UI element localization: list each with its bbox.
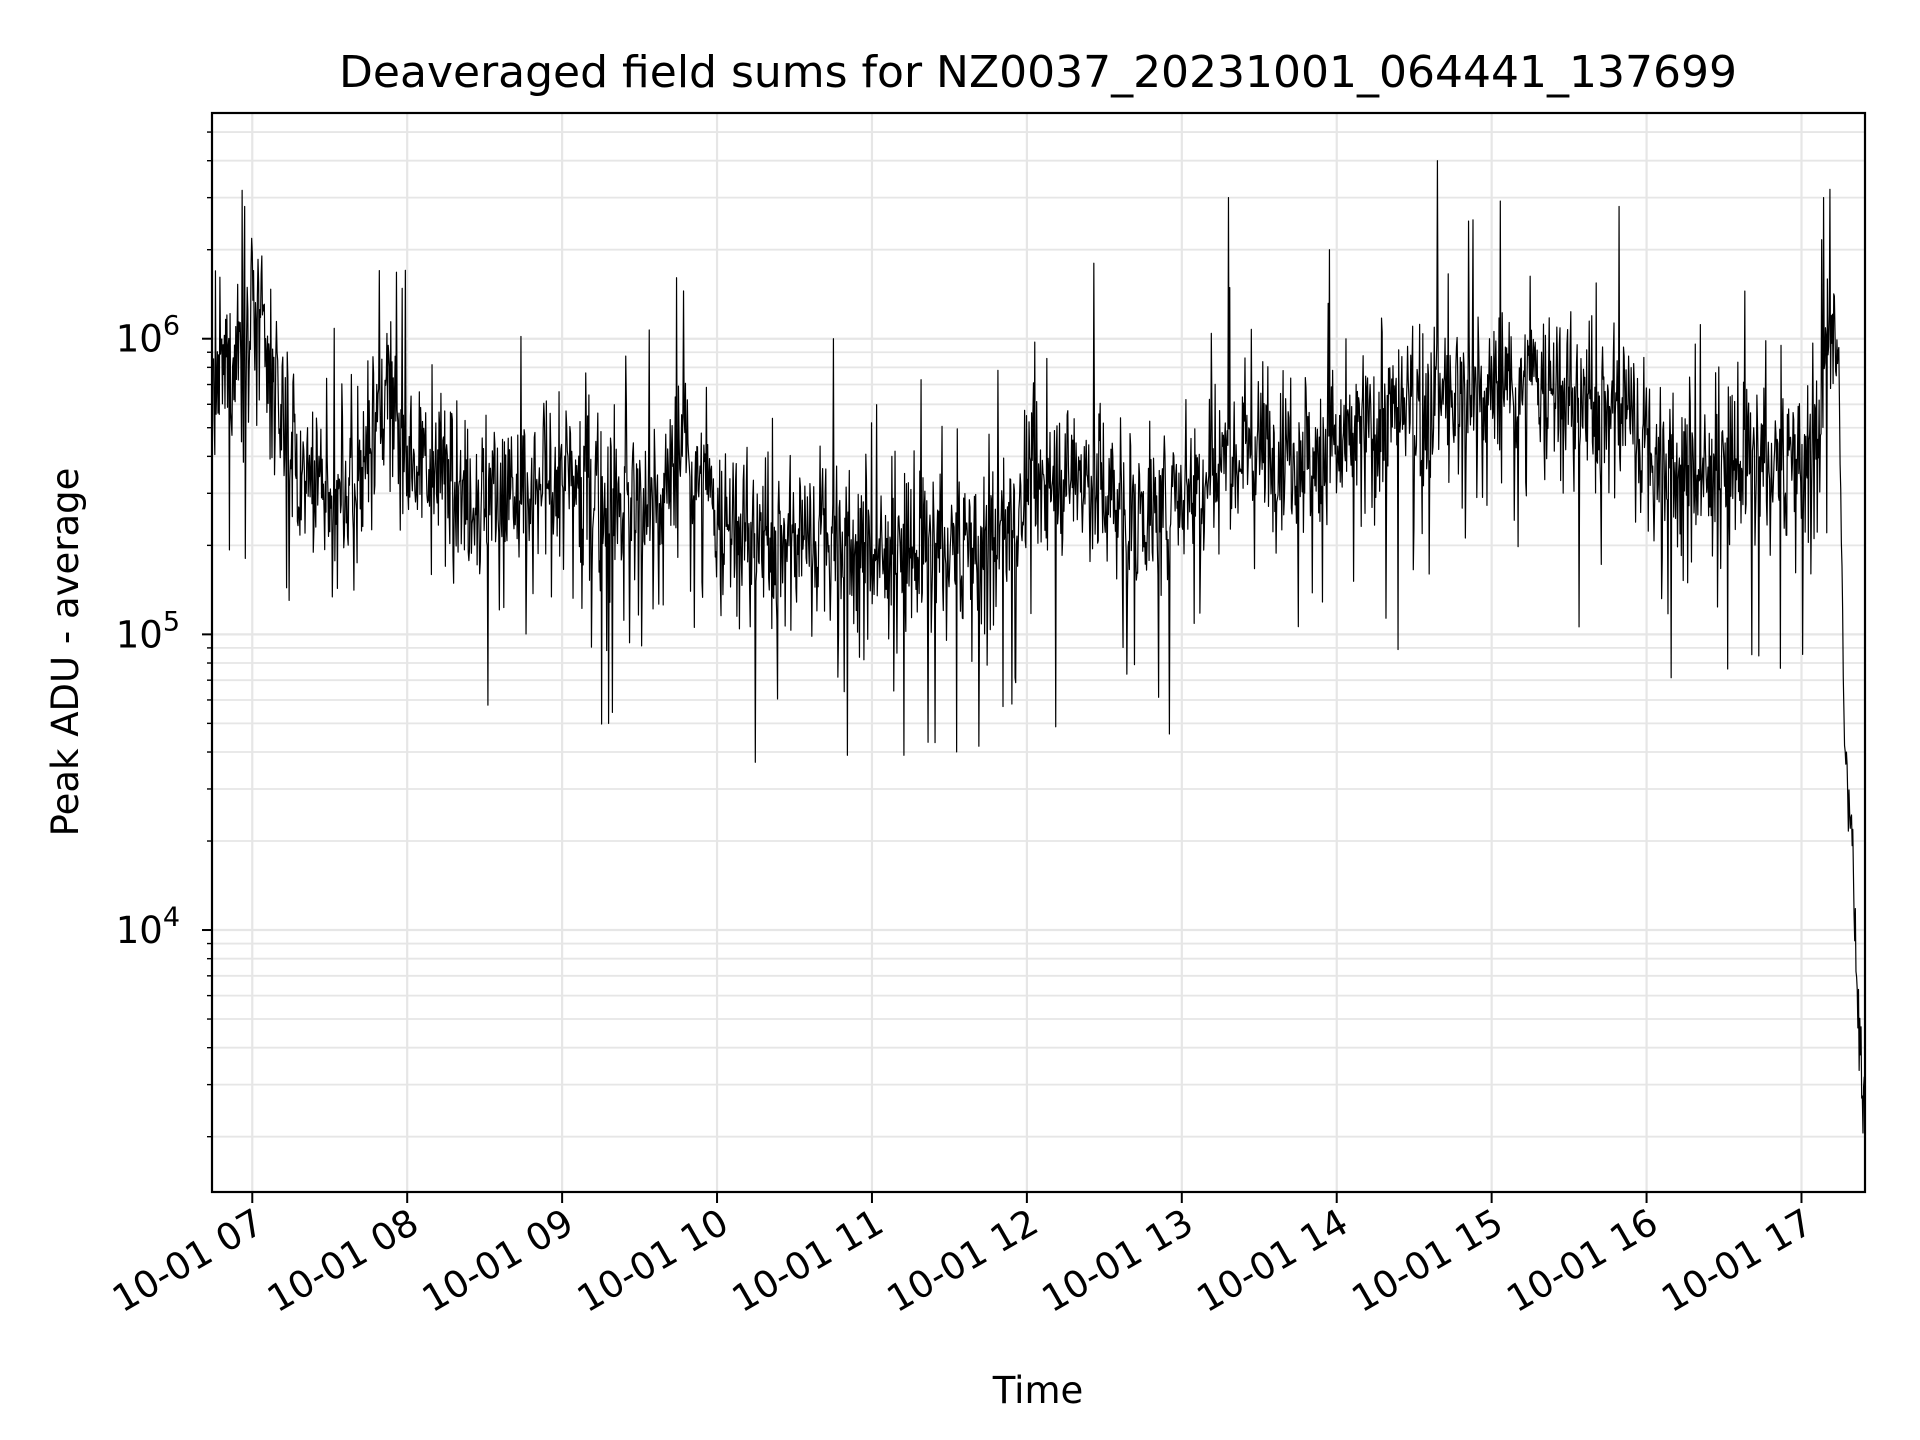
y-tick-label: 104 [116, 902, 180, 952]
chart-title: Deaveraged field sums for NZ0037_2023100… [339, 47, 1737, 98]
y-tick-label-exponent: 6 [163, 311, 180, 342]
y-tick-label: 105 [116, 606, 180, 656]
y-tick-label-exponent: 5 [163, 606, 180, 637]
x-axis-label: Time [992, 1369, 1084, 1412]
y-tick-label-base: 10 [116, 318, 163, 361]
y-tick-label-base: 10 [116, 613, 163, 656]
series-layer [212, 160, 1865, 1134]
y-tick-label: 106 [116, 311, 180, 361]
plot-frame [210, 111, 1867, 1194]
series-line [212, 160, 1865, 1134]
y-axis-label: Peak ADU - average [44, 468, 87, 837]
y-tick-label-base: 10 [116, 909, 163, 952]
grid [212, 113, 1865, 1192]
y-tick-label-exponent: 4 [163, 902, 180, 933]
